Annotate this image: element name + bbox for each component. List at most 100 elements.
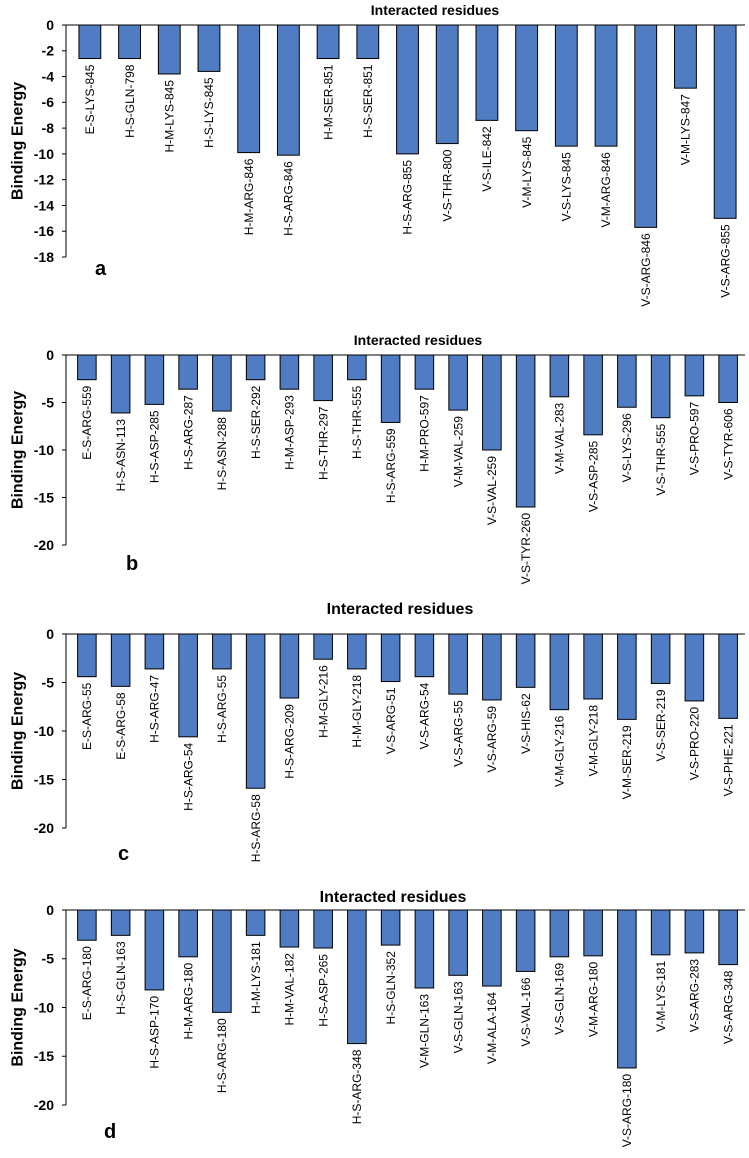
bar-V-S-ARG-180 <box>617 909 637 1069</box>
category-label: H-S-ARG-54 <box>181 742 195 810</box>
y-tick-label: 0 <box>46 347 54 363</box>
bar-H-M-ASP-293 <box>279 354 300 390</box>
category-label: E-S-ARG-180 <box>80 946 94 1020</box>
category-label: V-S-ASP-285 <box>586 440 600 512</box>
bar-H-S-THR-297 <box>313 354 333 402</box>
bar-H-S-ARG-209 <box>279 633 300 699</box>
y-tick-label: -20 <box>34 1097 54 1113</box>
chart-panel-b: Interacted residues Binding Energy 0 -5 -10 -… <box>10 332 745 584</box>
bar-V-S-ILE-842 <box>475 24 499 121</box>
bar-V-S-ARG-348 <box>718 909 738 966</box>
category-label: V-S-ARG-51 <box>384 687 398 754</box>
bar-V-S-LYS-296 <box>617 354 637 408</box>
bar-V-S-THR-555 <box>650 354 671 419</box>
y-tick-label: -14 <box>34 197 54 213</box>
bar-H-M-PRO-597 <box>414 354 435 390</box>
category-label: V-S-ARG-348 <box>721 970 735 1044</box>
y-axis-label: Binding Energy <box>10 672 27 790</box>
category-label: H-M-PRO-597 <box>418 395 432 472</box>
bar-V-S-PRO-597 <box>684 354 705 397</box>
y-tick-label: -15 <box>34 771 54 787</box>
category-label: V-S-ARG-855 <box>718 224 732 298</box>
panel-letter: d <box>104 1121 116 1143</box>
bar-V-S-ARG-55 <box>448 633 468 695</box>
category-label: H-S-ARG-58 <box>249 794 263 862</box>
category-label: H-S-ASP-170 <box>148 996 162 1069</box>
category-label: V-M-VAL-283 <box>553 402 567 473</box>
category-label: V-S-ARG-59 <box>485 706 499 773</box>
bar-H-S-GLN-352 <box>380 909 401 946</box>
bar-V-M-LYS-181 <box>650 909 671 956</box>
category-label: V-S-ARG-55 <box>451 700 465 767</box>
y-tick-label: -15 <box>34 489 54 505</box>
bar-H-S-SER-292 <box>245 354 266 381</box>
y-tick-label: -10 <box>34 999 54 1015</box>
category-label: H-S-ARG-846 <box>282 161 296 236</box>
category-label: V-S-ARG-846 <box>639 233 653 307</box>
category-label: V-S-VAL-166 <box>519 977 533 1046</box>
y-tick-label: 0 <box>46 626 54 642</box>
y-tick-label: -2 <box>42 43 55 59</box>
category-label: V-S-SER-219 <box>654 689 668 761</box>
category-label: H-M-GLY-218 <box>350 675 364 748</box>
category-label: E-S-ARG-559 <box>80 385 94 459</box>
chart-title: Interacted residues <box>320 889 467 906</box>
chart-title: Interacted residues <box>371 2 500 18</box>
bar-H-S-ASP-265 <box>313 909 333 949</box>
bar-V-S-PHE-221 <box>718 633 738 719</box>
y-tick-label: 0 <box>46 902 54 918</box>
bar-H-S-ARG-54 <box>178 633 198 738</box>
category-label: H-S-GLN-798 <box>123 64 137 138</box>
category-label: H-M-LYS-181 <box>249 941 263 1014</box>
y-tick-label: -10 <box>34 723 54 739</box>
bar-H-S-SER-851 <box>356 24 380 60</box>
category-label: H-S-ASP-285 <box>148 410 162 483</box>
category-label: V-S-THR-800 <box>440 149 454 221</box>
category-label: H-S-GLN-352 <box>384 951 398 1025</box>
category-label: H-M-VAL-182 <box>283 953 297 1026</box>
bar-V-M-ARG-180 <box>583 909 603 957</box>
chart-title: Interacted residues <box>327 601 474 618</box>
bar-H-M-SER-851 <box>316 24 340 60</box>
category-label: H-S-ARG-559 <box>384 428 398 503</box>
category-label: V-S-ARG-283 <box>688 959 702 1033</box>
y-tick-label: -5 <box>42 951 55 967</box>
bar-V-S-VAL-259 <box>482 354 502 451</box>
panel-letter: b <box>126 553 138 575</box>
category-label: V-M-ARG-846 <box>599 152 613 228</box>
category-label: H-S-SER-851 <box>361 64 375 138</box>
bar-H-M-VAL-182 <box>279 909 300 948</box>
bar-V-S-ARG-846 <box>634 24 658 228</box>
bar-H-S-ARG-58 <box>245 633 266 789</box>
category-label: V-S-VAL-259 <box>485 456 499 525</box>
category-label: H-S-GLN-163 <box>114 941 128 1015</box>
bar-V-M-ALA-164 <box>482 909 502 987</box>
bar-H-M-GLY-216 <box>313 633 333 660</box>
category-label: H-M-ARG-180 <box>181 962 195 1039</box>
bar-H-M-GLY-218 <box>347 633 367 670</box>
bar-H-S-ASN-288 <box>212 354 232 412</box>
category-label: H-S-THR-297 <box>316 406 330 480</box>
category-label: V-M-GLY-216 <box>553 715 567 787</box>
y-tick-label: -5 <box>42 394 55 410</box>
bar-V-M-GLN-163 <box>414 909 435 989</box>
bar-V-S-TYR-606 <box>718 354 738 403</box>
bar-V-M-GLY-216 <box>549 633 570 711</box>
y-tick-label: -20 <box>34 820 54 836</box>
category-label: V-S-GLN-163 <box>451 981 465 1053</box>
category-label: V-M-ALA-164 <box>485 992 499 1064</box>
bar-H-S-ASN-113 <box>110 354 131 414</box>
category-label: V-M-GLN-163 <box>418 994 432 1068</box>
bar-V-M-SER-219 <box>617 633 637 720</box>
category-label: H-S-ARG-855 <box>401 160 415 235</box>
category-label: H-M-SER-851 <box>321 64 335 140</box>
bar-E-S-ARG-58 <box>110 633 131 687</box>
y-tick-label: 0 <box>46 17 54 33</box>
bar-H-S-ARG-846 <box>276 24 300 156</box>
bar-V-S-VAL-166 <box>515 909 536 972</box>
bar-V-S-ARG-51 <box>380 633 401 683</box>
category-label: H-S-ASN-288 <box>215 417 229 491</box>
category-label: V-S-PHE-221 <box>721 724 735 796</box>
y-tick-label: -18 <box>34 249 54 265</box>
panel-letter: a <box>95 258 107 280</box>
